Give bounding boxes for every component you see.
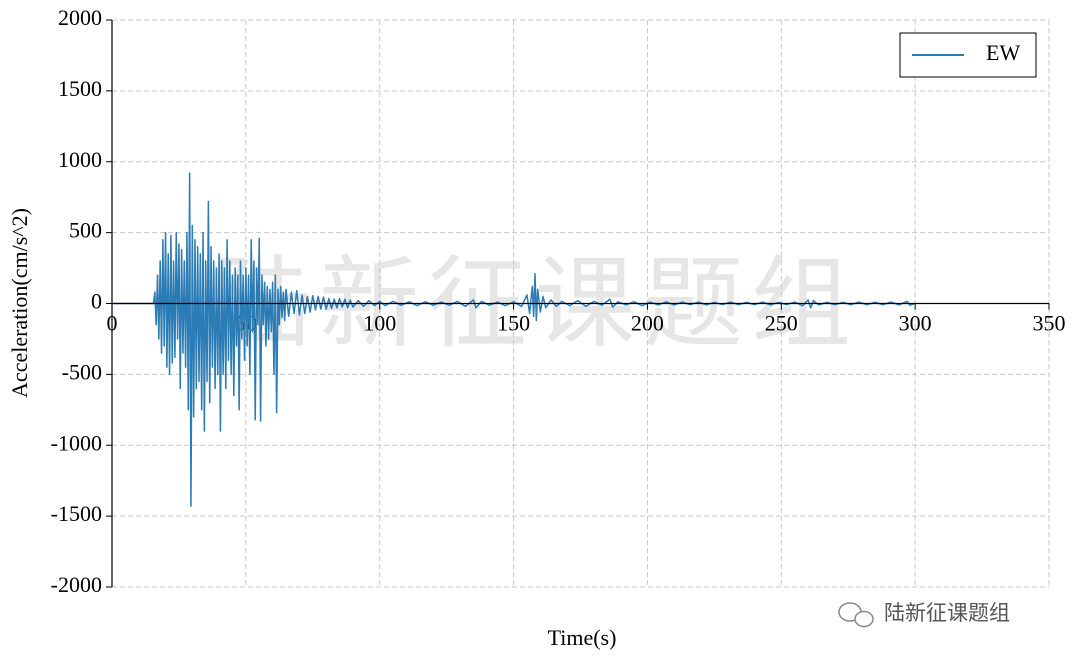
legend-label: EW: [986, 40, 1020, 65]
plot-area: 0 50 100 150 200 250 300 350-2000-1500-1000-500…: [51, 5, 1066, 597]
y-tick-label: 1000: [58, 147, 102, 172]
x-tick-label: 350: [1033, 311, 1066, 336]
x-tick-label: 200: [631, 311, 664, 336]
watermark-text: 陆新征课题组: [884, 601, 1010, 625]
y-tick-label: -1000: [51, 430, 102, 455]
y-tick-label: 2000: [58, 5, 102, 30]
x-tick-label: 300: [899, 311, 932, 336]
data-line: [112, 172, 916, 507]
y-tick-label: -1500: [51, 501, 102, 526]
watermark-icon: [838, 602, 874, 628]
y-axis-label: Acceleration(cm/s^2): [7, 208, 32, 398]
y-tick-label: -2000: [51, 572, 102, 597]
x-tick-label: 250: [765, 311, 798, 336]
legend: EW: [899, 32, 1037, 78]
y-tick-label: 1500: [58, 76, 102, 101]
y-tick-label: 0: [91, 289, 102, 314]
y-tick-label: 500: [69, 218, 102, 243]
x-axis-label: Time(s): [548, 625, 617, 650]
x-tick-label: 100: [363, 311, 396, 336]
x-tick-label: 150: [497, 311, 530, 336]
y-tick-label: -500: [62, 359, 102, 384]
